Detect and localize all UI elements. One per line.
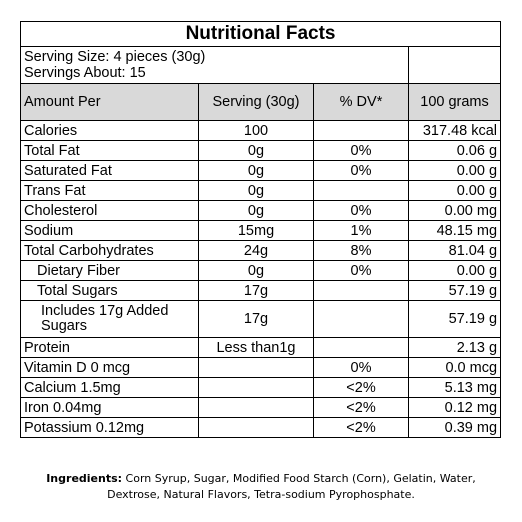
table-row: Iron 0.04mg <2% 0.12 mg <box>20 397 502 418</box>
table-row: Calcium 1.5mg <2% 5.13 mg <box>20 377 502 398</box>
nutrient-name: Vitamin D 0 mcg <box>20 357 199 378</box>
dv-value: 0% <box>313 160 409 181</box>
table-row: Cholesterol 0g 0% 0.00 mg <box>20 200 502 221</box>
serving-value: 0g <box>198 200 314 221</box>
serving-value: 24g <box>198 240 314 261</box>
serving-info: Serving Size: 4 pieces (30g) Servings Ab… <box>20 46 409 84</box>
serving-value <box>198 377 314 398</box>
table-title: Nutritional Facts <box>19 21 502 47</box>
serving-size: Serving Size: 4 pieces (30g) <box>24 49 206 65</box>
table-row: Sodium 15mg 1% 48.15 mg <box>20 220 502 241</box>
nutrient-name: Dietary Fiber <box>20 260 199 281</box>
ingredients-text: Ingredients: Corn Syrup, Sugar, Modified… <box>40 471 482 503</box>
per100-value: 0.00 g <box>407 160 502 181</box>
per100-value: 0.12 mg <box>407 397 502 418</box>
table-row: Vitamin D 0 mcg 0% 0.0 mcg <box>20 357 502 378</box>
dv-value <box>313 337 409 358</box>
table-row: Trans Fat 0g 0.00 g <box>20 180 502 201</box>
serving-value: 0g <box>198 180 314 201</box>
nutrient-name: Potassium 0.12mg <box>20 417 199 438</box>
servings-about: Servings About: 15 <box>24 65 146 81</box>
nutrition-facts-table: Nutritional Facts Serving Size: 4 pieces… <box>19 21 502 438</box>
nutrient-name: Trans Fat <box>20 180 199 201</box>
nutrient-name: Cholesterol <box>20 200 199 221</box>
table-row: Total Sugars 17g 57.19 g <box>20 280 502 301</box>
dv-value: <2% <box>313 417 409 438</box>
nutrient-name: Calories <box>20 120 199 141</box>
serving-value: 17g <box>198 280 314 301</box>
dv-value: <2% <box>313 377 409 398</box>
per100-value: 0.0 mcg <box>407 357 502 378</box>
per100-value: 0.00 g <box>407 180 502 201</box>
serving-value: 0g <box>198 140 314 161</box>
serving-value: 100 <box>198 120 314 141</box>
per100-value: 5.13 mg <box>407 377 502 398</box>
header-row: Amount Per Serving (30g) % DV* 100 grams <box>20 83 502 121</box>
per100-value: 57.19 g <box>407 280 502 301</box>
table-row: Total Carbohydrates 24g 8% 81.04 g <box>20 240 502 261</box>
serving-value: 15mg <box>198 220 314 241</box>
dv-value <box>313 300 409 338</box>
table-row: Saturated Fat 0g 0% 0.00 g <box>20 160 502 181</box>
nutrient-name: Calcium 1.5mg <box>20 377 199 398</box>
per100-value: 0.00 mg <box>407 200 502 221</box>
serving-info-blank <box>407 46 502 84</box>
nutrient-name: Sodium <box>20 220 199 241</box>
per100-value: 48.15 mg <box>407 220 502 241</box>
per100-value: 57.19 g <box>407 300 502 338</box>
table-row: Dietary Fiber 0g 0% 0.00 g <box>20 260 502 281</box>
serving-value <box>198 417 314 438</box>
serving-value: 17g <box>198 300 314 338</box>
serving-value: Less than1g <box>198 337 314 358</box>
ingredients-list: Corn Syrup, Sugar, Modified Food Starch … <box>107 472 476 501</box>
serving-value <box>198 397 314 418</box>
per100-value: 2.13 g <box>407 337 502 358</box>
header-amount-per: Amount Per <box>20 83 199 121</box>
ingredients-label: Ingredients: <box>46 472 123 485</box>
dv-value: 8% <box>313 240 409 261</box>
header-serving: Serving (30g) <box>198 83 314 121</box>
dv-value: 1% <box>313 220 409 241</box>
serving-value <box>198 357 314 378</box>
nutrient-name: Total Carbohydrates <box>20 240 199 261</box>
dv-value: 0% <box>313 260 409 281</box>
nutrient-name: Saturated Fat <box>20 160 199 181</box>
dv-value <box>313 180 409 201</box>
dv-value <box>313 280 409 301</box>
per100-value: 0.39 mg <box>407 417 502 438</box>
per100-value: 0.06 g <box>407 140 502 161</box>
dv-value: 0% <box>313 200 409 221</box>
per100-value: 317.48 kcal <box>407 120 502 141</box>
table-row: Total Fat 0g 0% 0.06 g <box>20 140 502 161</box>
table-row: Includes 17g Added Sugars 17g 57.19 g <box>20 300 502 338</box>
per100-value: 0.00 g <box>407 260 502 281</box>
nutrient-name: Total Fat <box>20 140 199 161</box>
table-row: Potassium 0.12mg <2% 0.39 mg <box>20 417 502 438</box>
serving-value: 0g <box>198 160 314 181</box>
header-100-grams: 100 grams <box>407 83 502 121</box>
nutrient-name: Total Sugars <box>20 280 199 301</box>
dv-value <box>313 120 409 141</box>
nutrient-name: Includes 17g Added Sugars <box>20 300 199 338</box>
serving-value: 0g <box>198 260 314 281</box>
header-dv: % DV* <box>313 83 409 121</box>
nutrient-name: Protein <box>20 337 199 358</box>
table-row: Calories 100 317.48 kcal <box>20 120 502 141</box>
dv-value: 0% <box>313 140 409 161</box>
dv-value: 0% <box>313 357 409 378</box>
per100-value: 81.04 g <box>407 240 502 261</box>
table-row: Protein Less than1g 2.13 g <box>20 337 502 358</box>
dv-value: <2% <box>313 397 409 418</box>
nutrient-name: Iron 0.04mg <box>20 397 199 418</box>
